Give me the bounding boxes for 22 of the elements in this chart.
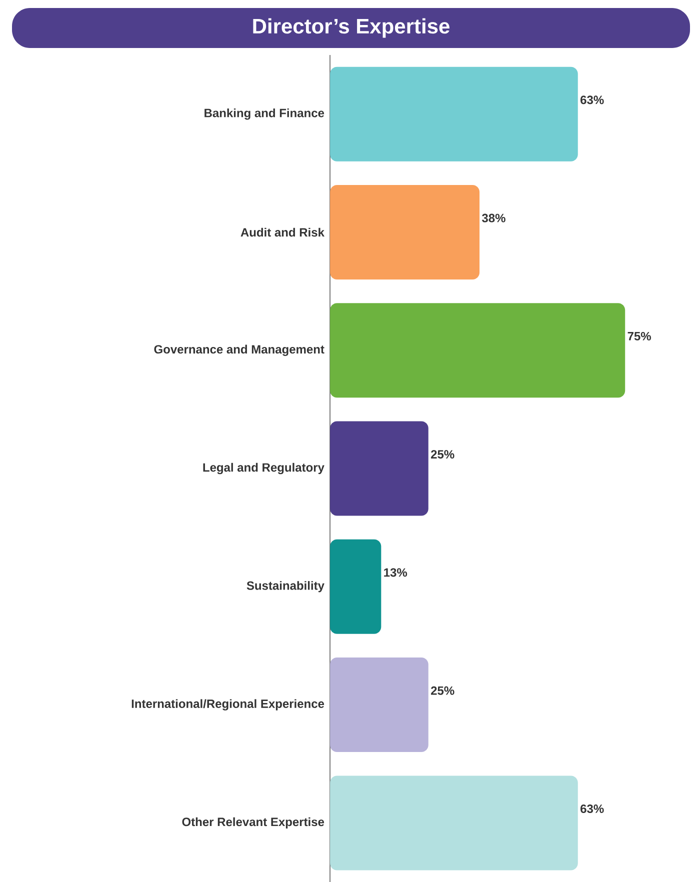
data-label: 75% — [628, 332, 651, 340]
data-label: 38% — [482, 214, 506, 222]
data-label: 63% — [580, 96, 604, 104]
y-tick-label: Audit and Risk — [240, 228, 324, 237]
bar — [330, 776, 578, 870]
y-tick-label: International/Regional Experience — [132, 699, 324, 710]
y-tick-label: Sustainability — [246, 581, 324, 592]
chart-title: Director’s Expertise — [253, 18, 450, 38]
bar — [330, 658, 428, 752]
y-tick-label: Legal and Regulatory — [203, 462, 324, 474]
bar — [330, 421, 428, 516]
data-label: 63% — [580, 804, 604, 814]
y-tick-label: Banking and Finance — [204, 108, 324, 120]
bar — [330, 184, 480, 280]
data-label: 25% — [430, 450, 454, 459]
data-label: 25% — [430, 686, 454, 695]
data-label: 13% — [384, 568, 408, 577]
y-tick-label: Other Relevant Expertise — [182, 817, 324, 829]
bar — [330, 303, 626, 398]
bar — [330, 539, 382, 634]
bar — [330, 66, 578, 162]
y-tick-label: Governance and Management — [154, 344, 324, 356]
